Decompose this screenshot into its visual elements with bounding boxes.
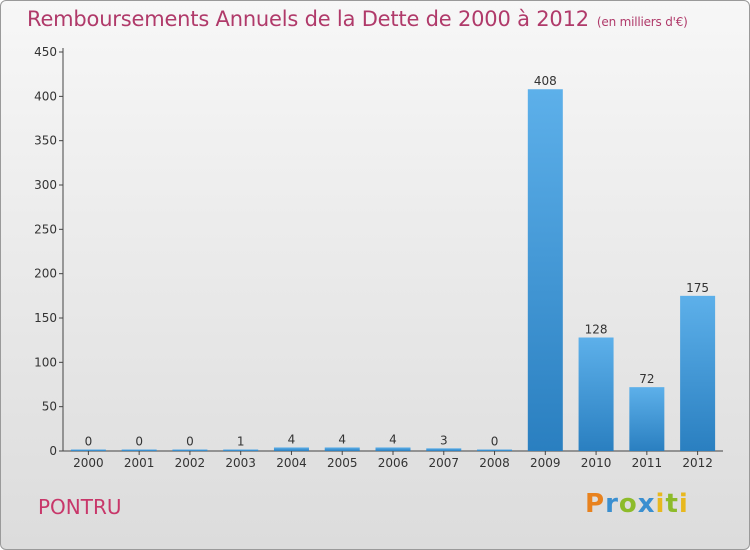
bar	[324, 447, 360, 451]
proxiti-logo: Proxiti	[585, 489, 689, 519]
x-tick-label: 2005	[327, 456, 358, 470]
data-label: 128	[585, 323, 608, 337]
bar	[172, 449, 208, 451]
data-label: 0	[491, 435, 499, 449]
data-label: 4	[389, 432, 397, 446]
data-label: 0	[135, 435, 143, 449]
y-tick-label: 450	[34, 45, 57, 59]
x-tick-label: 2010	[581, 456, 612, 470]
bar	[629, 387, 665, 451]
data-label: 408	[534, 74, 557, 88]
bar	[223, 449, 259, 451]
y-tick-label: 250	[34, 222, 57, 236]
bar	[70, 449, 106, 451]
bar	[477, 449, 513, 451]
y-tick-label: 350	[34, 134, 57, 148]
data-label: 0	[186, 435, 194, 449]
y-tick-label: 50	[42, 400, 57, 414]
chart-bars	[70, 89, 716, 452]
data-label: 4	[338, 432, 346, 446]
data-label: 72	[639, 372, 654, 386]
bar	[375, 447, 411, 451]
x-tick-label: 2009	[530, 456, 561, 470]
bar	[527, 89, 563, 452]
x-tick-label: 2001	[124, 456, 155, 470]
x-tick-label: 2003	[225, 456, 256, 470]
data-label: 3	[440, 433, 448, 447]
y-tick-label: 300	[34, 178, 57, 192]
commune-name: PONTRU	[38, 495, 122, 519]
chart-title: Remboursements Annuels de la Dette de 20…	[27, 7, 688, 31]
y-tick-label: 150	[34, 311, 57, 325]
x-tick-label: 2002	[175, 456, 206, 470]
x-tick-label: 2006	[378, 456, 409, 470]
y-tick-label: 100	[34, 355, 57, 369]
chart-labels: 0 0 0 1 4 4 4 3 0 408 128 72 175	[85, 74, 710, 448]
data-label: 175	[686, 281, 709, 295]
x-tick-label: 2007	[428, 456, 459, 470]
bar	[121, 449, 157, 451]
chart-title-text: Remboursements Annuels de la Dette de 20…	[27, 7, 589, 31]
data-label: 0	[85, 435, 93, 449]
bar	[273, 447, 309, 451]
y-tick-label: 400	[34, 89, 57, 103]
x-tick-label: 2011	[632, 456, 663, 470]
y-tick-label: 0	[49, 444, 57, 458]
data-label: 4	[288, 432, 296, 446]
y-tick-label: 200	[34, 267, 57, 281]
x-tick-label: 2012	[682, 456, 713, 470]
x-tick-label: 2004	[276, 456, 307, 470]
x-tick-label: 2008	[479, 456, 510, 470]
bar	[680, 295, 716, 451]
x-tick-label: 2000	[73, 456, 104, 470]
bar	[426, 448, 462, 451]
bar	[578, 337, 614, 451]
data-label: 1	[237, 435, 245, 449]
chart-unit: (en milliers d'€)	[596, 15, 688, 29]
